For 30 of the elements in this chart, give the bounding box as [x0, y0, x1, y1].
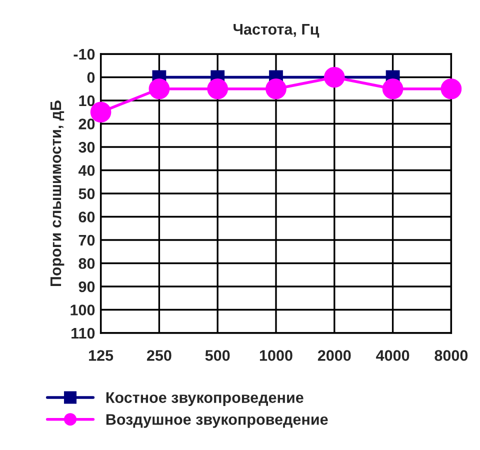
point [324, 66, 345, 88]
x-tick-label: 8000 [434, 350, 468, 361]
x-tick-label: 500 [205, 350, 230, 361]
x-tick-label: 2000 [318, 350, 351, 361]
x-tick-label: 1000 [260, 350, 292, 361]
point [382, 78, 404, 100]
y-tick-label: 30 [78, 142, 95, 153]
y-tick-label: 110 [72, 328, 95, 339]
y-tick-label: 60 [78, 212, 95, 222]
y-tick-label: 100 [70, 304, 95, 316]
x-tick-label: 125 [89, 350, 114, 361]
legend-label: Воздушное звукопроведение [106, 414, 328, 428]
y-tick-label: 70 [78, 234, 95, 246]
y-tick-label: 10 [79, 95, 95, 106]
y-tick-label: -10 [74, 48, 95, 60]
point [148, 78, 170, 100]
x-axis-title: Частота, Гц [234, 24, 320, 38]
point [440, 78, 462, 100]
y-axis-title: Пороги слышимости, дБ [50, 100, 64, 286]
y-tick-label: 80 [78, 258, 95, 269]
x-tick-label: 250 [146, 350, 172, 361]
point [207, 78, 228, 100]
y-tick-label: 50 [78, 188, 95, 200]
y-tick-label: 90 [78, 281, 95, 292]
y-tick-label: 20 [78, 118, 95, 130]
y-tick-label: 40 [78, 165, 95, 176]
point [266, 78, 286, 100]
y-tick-label: 0 [87, 72, 95, 83]
x-tick-label: 4000 [376, 350, 410, 361]
legend-label: Костное звукопроведение [106, 392, 304, 406]
